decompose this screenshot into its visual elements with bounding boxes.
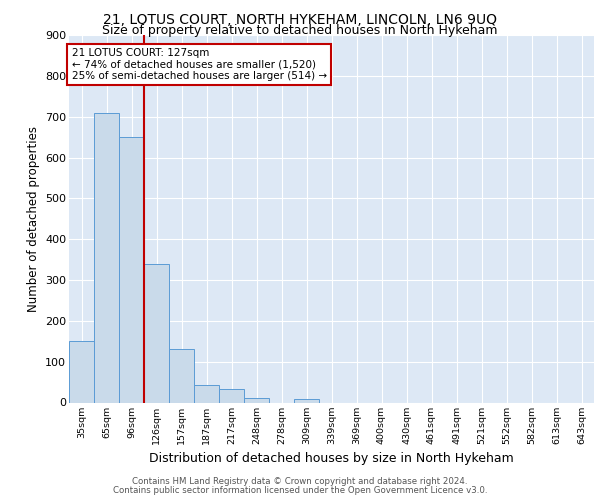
Bar [194,386,219,402]
Bar [94,112,119,403]
X-axis label: Distribution of detached houses by size in North Hykeham: Distribution of detached houses by size … [149,452,514,465]
Text: 21 LOTUS COURT: 127sqm
← 74% of detached houses are smaller (1,520)
25% of semi-: 21 LOTUS COURT: 127sqm ← 74% of detached… [71,48,327,81]
Text: Contains HM Land Registry data © Crown copyright and database right 2024.: Contains HM Land Registry data © Crown c… [132,477,468,486]
Bar [219,390,244,402]
Bar [69,341,94,402]
Bar [244,398,269,402]
Text: Size of property relative to detached houses in North Hykeham: Size of property relative to detached ho… [102,24,498,37]
Text: Contains public sector information licensed under the Open Government Licence v3: Contains public sector information licen… [113,486,487,495]
Bar [144,264,169,402]
Bar [294,399,319,402]
Bar [169,350,194,403]
Bar [119,137,144,402]
Text: 21, LOTUS COURT, NORTH HYKEHAM, LINCOLN, LN6 9UQ: 21, LOTUS COURT, NORTH HYKEHAM, LINCOLN,… [103,12,497,26]
Y-axis label: Number of detached properties: Number of detached properties [26,126,40,312]
